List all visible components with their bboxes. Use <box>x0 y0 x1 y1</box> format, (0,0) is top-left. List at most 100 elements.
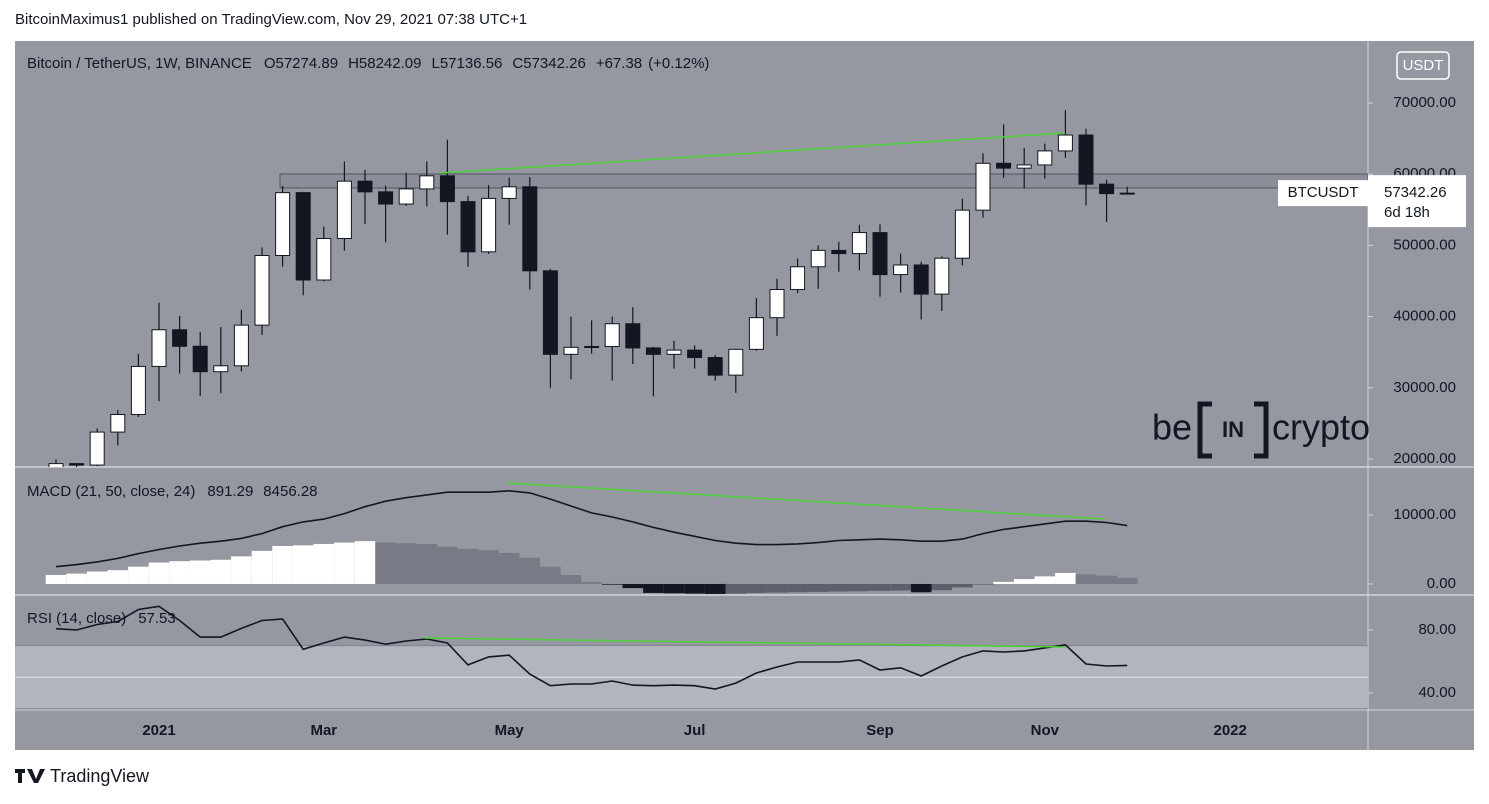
histogram-bar <box>931 583 953 591</box>
histogram-bar <box>457 548 479 584</box>
histogram-bar <box>807 583 829 592</box>
y-tick-label: 0.00 <box>1427 575 1456 592</box>
histogram-bar <box>292 545 314 584</box>
x-tick-label: Nov <box>1031 722 1060 739</box>
histogram-bar <box>519 557 541 584</box>
x-tick-label: 2022 <box>1214 722 1247 739</box>
histogram-bar <box>622 583 644 589</box>
candle-body <box>130 365 146 415</box>
candle-body <box>1037 150 1053 166</box>
currency-label[interactable]: USDT <box>1403 57 1444 74</box>
watermark-brackets <box>1197 401 1269 459</box>
candle-body <box>501 186 517 199</box>
candle-body <box>851 232 867 255</box>
histogram-bar <box>725 583 747 594</box>
candle-body <box>336 180 352 239</box>
y-tick-label: 50000.00 <box>1393 236 1456 253</box>
currency-box[interactable] <box>1396 51 1450 80</box>
watermark-be: be <box>1152 407 1192 448</box>
histogram-bar <box>952 583 973 588</box>
y-tick-label: 10000.00 <box>1393 506 1456 523</box>
histogram-bar <box>560 574 582 584</box>
candle-body <box>872 232 888 276</box>
candle-body <box>1016 164 1032 169</box>
histogram-bar <box>849 583 870 592</box>
candle-body <box>460 201 476 253</box>
y-tick-label: 40.00 <box>1418 684 1456 701</box>
candle-body <box>604 323 620 348</box>
histogram-bar <box>272 546 293 584</box>
candle-body <box>645 347 661 355</box>
histogram-bar <box>107 570 129 584</box>
histogram-bar <box>910 583 932 593</box>
last-price-label: 57342.26 <box>1384 184 1447 201</box>
histogram-bar <box>416 543 438 584</box>
candle-body <box>1078 134 1094 185</box>
candle-body <box>172 329 188 347</box>
legend-rsi: RSI (14, close) 57.53 <box>27 610 176 627</box>
indicator-title: MACD (21, 50, close, 24) <box>27 483 195 500</box>
legend-macd: MACD (21, 50, close, 24) 891.29 8456.28 <box>27 483 318 500</box>
histogram-bar <box>313 543 335 584</box>
rsi-line <box>55 605 1128 690</box>
histogram-bar <box>601 583 623 585</box>
y-tick-label: 40000.00 <box>1393 308 1456 325</box>
candle-body <box>48 463 64 467</box>
symbol-label: BTCUSDT <box>1288 184 1359 201</box>
candle-body <box>563 346 579 355</box>
histogram-bar <box>231 556 252 584</box>
change: +67.38 <box>596 55 642 72</box>
indicator-value: 891.29 <box>207 483 253 500</box>
candle-body <box>790 266 806 291</box>
trendline <box>506 482 1106 520</box>
candle-body <box>522 186 538 272</box>
last-price-box <box>1368 175 1466 228</box>
indicator-value: 57.53 <box>138 610 176 627</box>
histogram-bar <box>1096 575 1117 584</box>
histogram-bar <box>684 583 705 594</box>
symbol-title: Bitcoin / TetherUS, 1W, BINANCE <box>27 55 252 72</box>
histogram-bar <box>45 574 67 584</box>
candle-body <box>213 365 229 373</box>
ohlc-key: O <box>264 55 276 72</box>
histogram-bar <box>437 546 458 584</box>
y-tick-label: 30000.00 <box>1393 379 1456 396</box>
candle-body <box>748 317 764 350</box>
footer-brand: TradingView <box>50 766 150 786</box>
candle-body <box>975 162 991 211</box>
rsi-pane <box>55 605 1128 690</box>
ohlc-value: 57136.56 <box>440 55 503 72</box>
chart-frame <box>15 41 1474 750</box>
histogram-bar <box>663 583 685 594</box>
candle-body <box>1057 134 1073 152</box>
histogram-bar <box>581 581 602 584</box>
histogram-bar <box>890 583 911 591</box>
candle-body <box>316 237 332 281</box>
candle-body <box>913 264 929 295</box>
candle-body <box>398 188 414 205</box>
trendline <box>439 132 1066 174</box>
candle-body <box>542 270 558 355</box>
histogram-bar <box>787 583 808 593</box>
candle-body <box>707 357 723 376</box>
candle-body <box>192 345 208 373</box>
candle-body <box>1119 192 1135 195</box>
ohlc-value: 57274.89 <box>275 55 338 72</box>
candle-body <box>831 249 847 255</box>
histogram-bar <box>766 583 788 593</box>
histogram-bar <box>972 583 994 585</box>
histogram-bar <box>993 581 1014 584</box>
candle-body <box>934 257 950 295</box>
histogram-bar <box>169 561 190 584</box>
histogram-bar <box>1055 572 1076 584</box>
candle-body <box>357 180 373 193</box>
histogram-bar <box>86 571 108 584</box>
histogram-bar <box>354 541 376 584</box>
histogram-bar <box>704 583 726 594</box>
candle-body <box>439 175 455 203</box>
ohlc-key: H <box>348 55 359 72</box>
legend-price: Bitcoin / TetherUS, 1W, BINANCE O57274.89… <box>27 55 709 72</box>
watermark-crypto: crypto <box>1272 407 1370 448</box>
candle-body <box>254 255 270 326</box>
